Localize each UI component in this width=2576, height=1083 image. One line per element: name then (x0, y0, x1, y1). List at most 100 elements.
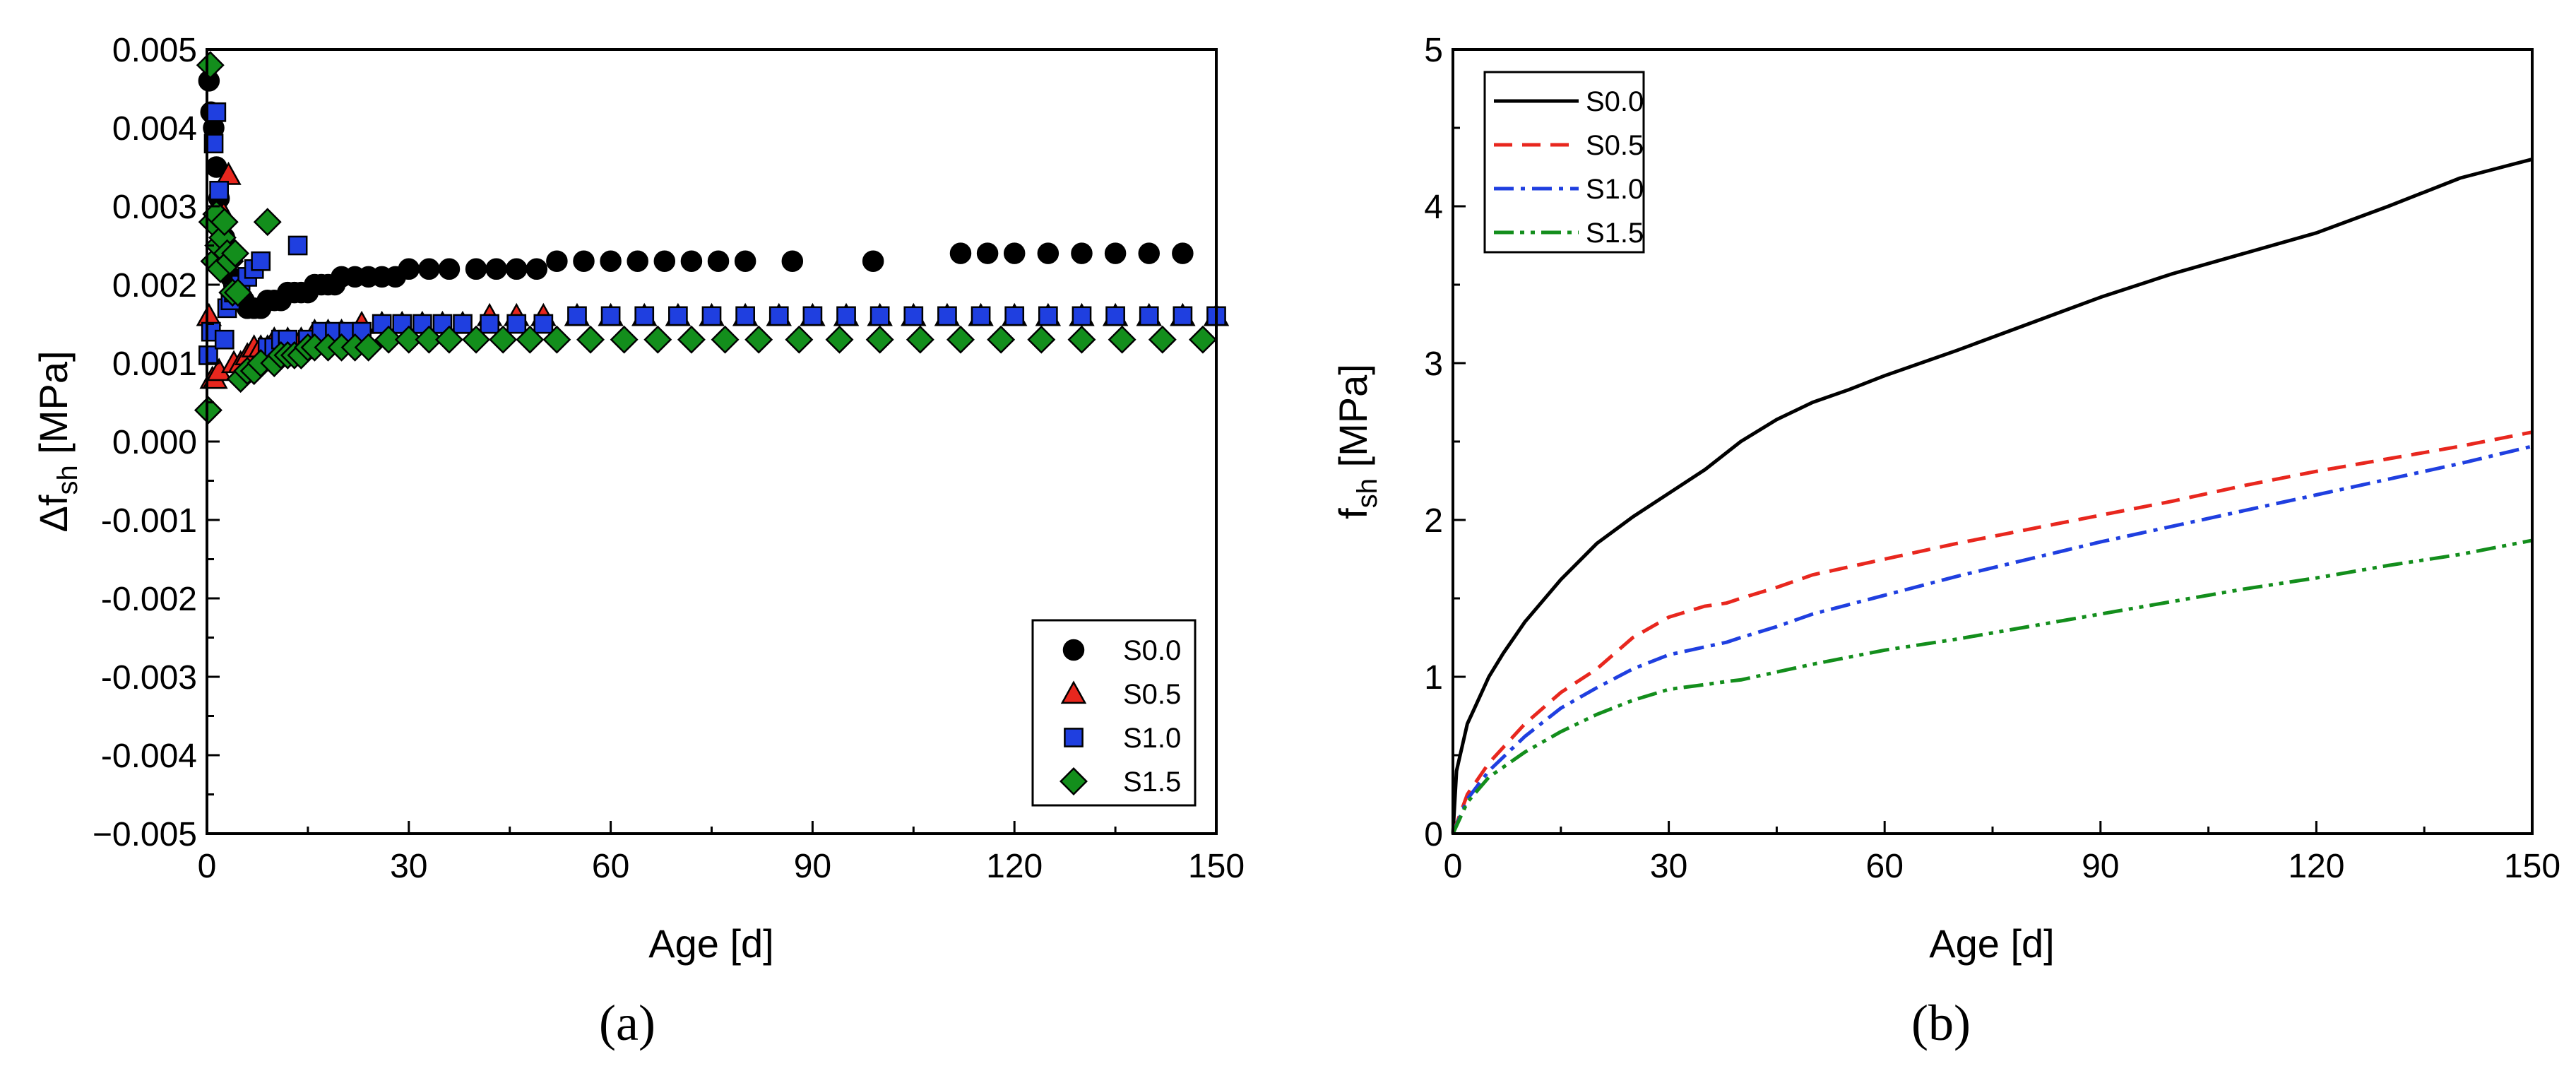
panel-a-point-s1-0 (251, 251, 271, 271)
panel-a-point-s0-0 (398, 258, 420, 280)
panel-a-point-s1-5 (1067, 325, 1096, 354)
panel-a-point-s1-0 (480, 314, 499, 334)
panel-a-x-tick-label: 90 (794, 848, 831, 885)
panel-a-point-s1-0 (869, 306, 890, 326)
panel-a-y-axis-title-unit: [MPa] (31, 350, 76, 454)
panel-a-point-s0-0 (485, 258, 507, 280)
panel-a-x-tick-label: 120 (986, 848, 1043, 885)
panel-a-point-s1-0 (634, 306, 655, 326)
panel-a-point-s0-0 (680, 250, 703, 272)
panel-a-point-s0-0 (1138, 242, 1160, 264)
panel-b-x-tick-label: 150 (2504, 848, 2560, 885)
panel-a-point-s1-0 (668, 306, 688, 326)
panel-a-point-s0-0 (734, 250, 756, 272)
panel-a-point-s1-5 (865, 325, 894, 354)
panel-a-y-tick-label: -0.002 (101, 581, 197, 618)
panel-a-legend-label-s1-0: S1.0 (1123, 723, 1181, 754)
panel-a-point-s1-5 (825, 325, 854, 354)
panel-a-point-s1-5 (906, 325, 934, 354)
panel-a-point-s1-0 (802, 306, 823, 326)
panel-a-point-s0-0 (627, 250, 648, 272)
panel-a-legend-box (1031, 619, 1197, 807)
panel-a-point-s1-5 (1148, 325, 1177, 354)
panel-a-legend-marker-s0-5 (1060, 680, 1087, 704)
panel-a-y-tick-label: 0.000 (112, 424, 197, 461)
panel-a-legend-label-s1-5: S1.5 (1123, 767, 1181, 798)
panel-b-legend: S0.0 S0.5 S1.0 S1.5 (1483, 71, 1645, 254)
panel-a-point-s1-0 (836, 306, 856, 326)
panel-a-point-s1-5 (489, 325, 518, 354)
panel-b-chart: 0 30 60 90 120 150 0 1 2 3 4 5 Age [d] fsh [MPa] S0… (1331, 32, 2560, 1051)
panel-a-legend-label-s0-5: S0.5 (1123, 679, 1181, 710)
panel-a-series-s1-5 (194, 51, 1217, 425)
panel-b-x-tick-label: 120 (2288, 848, 2344, 885)
panel-a-y-tick-label: -0.003 (101, 659, 197, 697)
panel-a-point-s1-5 (394, 325, 423, 354)
panel-a-series-s0-0 (198, 70, 1194, 319)
panel-a-point-s1-5 (354, 333, 383, 362)
panel-a-point-s1-5 (1108, 325, 1136, 354)
panel-b-x-tick-label: 60 (1866, 848, 1904, 885)
panel-a-point-s1-0 (1105, 306, 1125, 326)
panel-a-point-s0-0 (465, 258, 487, 280)
panel-b-y-axis-title-sub: sh (1352, 478, 1383, 508)
panel-a-point-s1-5 (1188, 325, 1217, 354)
panel-a-point-s0-0 (1104, 242, 1127, 264)
panel-b-legend-label-s1-5: S1.5 (1586, 218, 1644, 249)
panel-a-legend-marker-s1-0 (1064, 728, 1084, 747)
panel-b-y-tick-label: 5 (1424, 32, 1443, 69)
panel-a-y-tick-label: 0.001 (112, 345, 197, 383)
panel-a-chart: 0 30 60 90 120 150 −0.005 -0.004 -0.003 -0.002 -0.… (31, 32, 1245, 1051)
panel-a-y-axis-title-space (31, 454, 76, 466)
panel-a-point-s0-0 (1071, 242, 1093, 264)
panel-b-y-axis-title-unit: [MPa] (1331, 364, 1375, 467)
panel-a-legend-marker-s1-5 (1060, 767, 1088, 795)
panel-a-point-s1-0 (768, 306, 789, 326)
panel-a-point-s1-5 (542, 325, 571, 354)
panel-a-legend-marker-s0-0 (1062, 639, 1085, 661)
panel-b-legend-label-s1-0: S1.0 (1586, 174, 1644, 205)
panel-a-point-s1-5 (415, 325, 444, 354)
panel-a-point-s0-0 (949, 242, 972, 264)
panel-a-y-tick-label: 0.004 (112, 110, 197, 148)
panel-a-point-s1-0 (214, 329, 235, 350)
panel-a-point-s1-0 (506, 314, 527, 334)
panel-b-legend-label-s0-0: S0.0 (1586, 86, 1644, 117)
panel-a-x-tick-label: 0 (198, 848, 217, 885)
panel-a-point-s0-0 (862, 250, 884, 272)
panel-a-point-s0-0 (600, 250, 622, 272)
panel-a-point-s1-0 (1173, 306, 1193, 326)
panel-a-point-s1-0 (209, 180, 229, 201)
panel-a-point-s1-5 (253, 208, 282, 237)
panel-b-line-s0-0 (1451, 157, 2533, 834)
panel-a-point-s1-0 (1139, 306, 1159, 326)
panel-b-y-tick-label: 2 (1424, 502, 1443, 540)
panel-a-point-s1-0 (600, 306, 621, 326)
panel-a-point-s1-0 (735, 306, 755, 326)
panel-b-y-tick-label: 1 (1424, 659, 1443, 697)
panel-a-point-s0-0 (418, 258, 440, 280)
panel-a-x-tick-label: 150 (1188, 848, 1245, 885)
panel-a-point-s1-0 (1004, 306, 1025, 326)
panel-a-point-s1-5 (223, 278, 252, 307)
panel-a-point-s1-5 (576, 325, 605, 354)
panel-a-point-s0-0 (707, 250, 730, 272)
panel-a-legend: S0.0 S0.5 S1.0 S1.5 (1031, 619, 1197, 807)
panel-a-point-s1-0 (453, 314, 473, 334)
panel-a-point-s1-5 (516, 325, 545, 354)
panel-b-x-tick-label: 0 (1444, 848, 1463, 885)
panel-a-data-marks (194, 51, 1230, 425)
panel-a-y-tick-label: −0.005 (93, 816, 197, 853)
panel-a-label: (a) (599, 995, 655, 1051)
panel-a-point-s1-0 (287, 235, 308, 256)
panel-a-point-s1-5 (744, 325, 773, 354)
panel-a-point-s0-0 (1172, 242, 1194, 264)
panel-b-x-axis-title: Age [d] (1929, 921, 2054, 966)
panel-b-y-axis-title-main: f (1331, 508, 1375, 519)
panel-a-point-s0-0 (976, 242, 999, 264)
panel-a-point-s1-0 (903, 306, 924, 326)
panel-a-x-tick-label: 30 (390, 848, 427, 885)
panel-a-point-s1-0 (937, 306, 957, 326)
panel-b-axis-ticks: 0 30 60 90 120 150 0 1 2 3 4 5 (1424, 32, 2560, 885)
